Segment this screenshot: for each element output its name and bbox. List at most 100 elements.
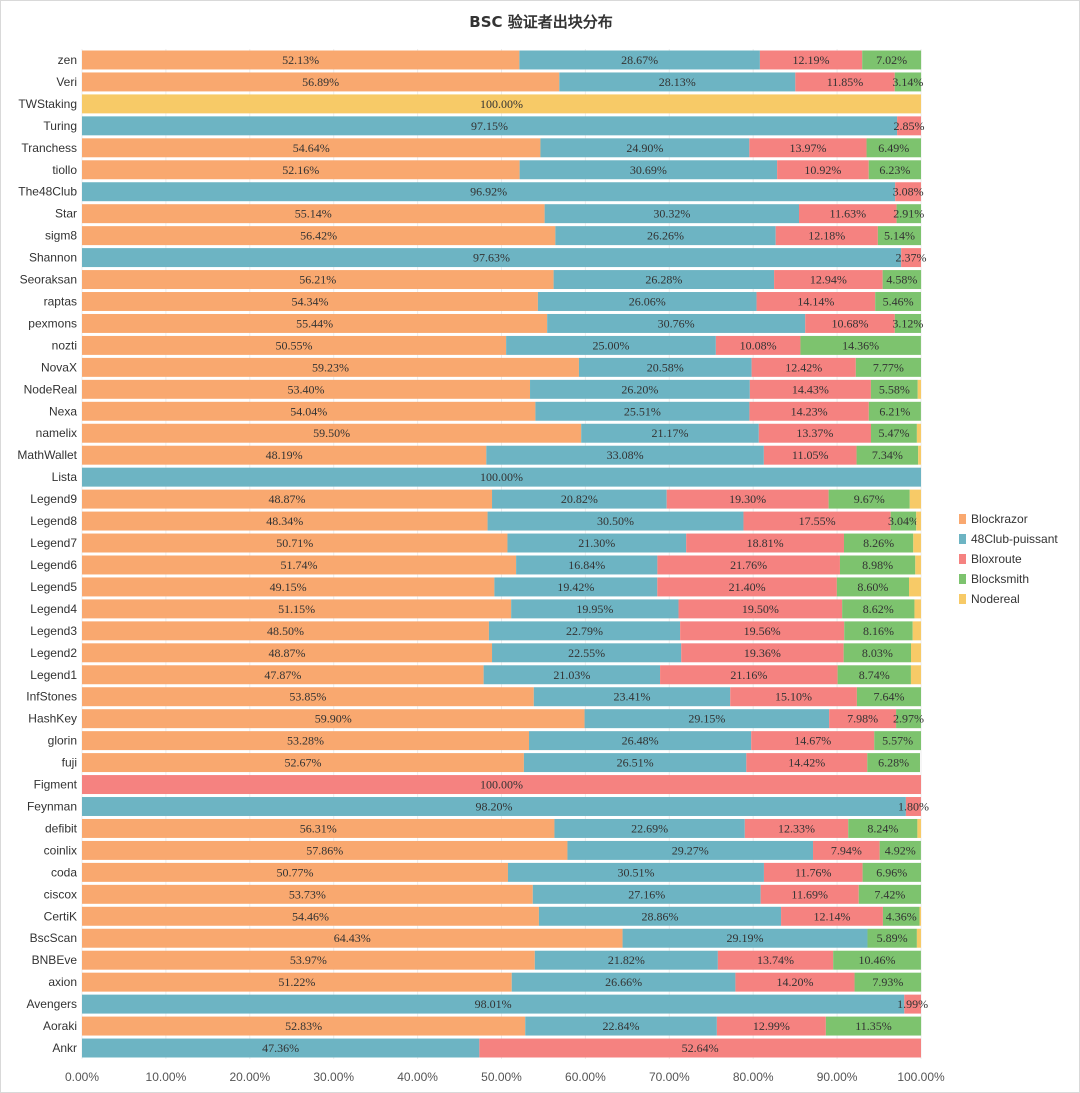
category-label: Ankr [52, 1041, 77, 1055]
legend-swatch [959, 594, 966, 604]
data-label: 28.13% [659, 75, 696, 89]
bar-segment [537, 292, 757, 311]
data-label: 97.63% [473, 251, 510, 265]
data-label: 21.03% [553, 668, 590, 682]
data-label: 47.36% [262, 1041, 299, 1055]
data-label: 8.62% [863, 602, 894, 616]
bar-segment [882, 906, 920, 926]
category-label: Turing [43, 119, 77, 133]
x-tick-label: 10.00% [146, 1070, 187, 1084]
bar-segment [843, 643, 912, 663]
bar-segment [799, 204, 897, 224]
data-label: 49.15% [270, 580, 307, 594]
bar-segment [915, 555, 921, 575]
data-label: 55.44% [296, 316, 333, 330]
bar-segment [82, 621, 489, 641]
bar-segment [516, 555, 658, 575]
bar-segment [82, 511, 488, 531]
bar-segment [897, 116, 921, 136]
data-label: 19.30% [729, 492, 766, 506]
category-label: Legend3 [30, 624, 77, 638]
bar-segment [774, 270, 883, 290]
data-label: 98.20% [475, 800, 512, 814]
data-label: 51.74% [281, 558, 318, 572]
bar-segment [82, 423, 582, 443]
data-label: 21.76% [730, 558, 767, 572]
bar-segment [839, 555, 916, 575]
data-label: 50.77% [276, 865, 313, 879]
data-label: 98.01% [475, 997, 512, 1011]
bar-segment [82, 292, 538, 311]
data-label: 96.92% [470, 185, 507, 199]
bar-segment [751, 357, 856, 377]
bar-segment [487, 511, 744, 531]
legend-label: 48Club-puissant [971, 532, 1058, 546]
data-label: 53.97% [290, 953, 327, 967]
bar-segment [751, 731, 875, 751]
x-tick-label: 0.00% [65, 1070, 99, 1084]
data-label: 7.93% [872, 975, 903, 989]
bar-segment [82, 643, 493, 663]
data-label: 13.37% [796, 426, 833, 440]
bar-segment [781, 906, 883, 926]
bar-segment [82, 687, 534, 707]
category-label: Lista [52, 470, 78, 484]
data-label: 56.42% [300, 229, 337, 243]
bar-segment [534, 950, 718, 970]
x-tick-label: 100.00% [897, 1070, 945, 1084]
data-label: 53.73% [289, 887, 326, 901]
x-tick-label: 60.00% [565, 1070, 606, 1084]
category-label: Figment [34, 778, 78, 792]
data-label: 48.19% [266, 448, 303, 462]
data-label: 47.87% [264, 668, 301, 682]
bar-segment [912, 621, 921, 641]
data-label: 26.20% [621, 382, 658, 396]
bar-segment [749, 401, 869, 421]
data-label: 5.46% [883, 295, 914, 309]
data-label: 13.97% [789, 141, 826, 155]
data-label: 30.76% [658, 316, 695, 330]
data-label: 7.42% [874, 887, 905, 901]
data-label: 48.87% [269, 646, 306, 660]
bar-segment [529, 731, 752, 751]
bar-segment [660, 665, 838, 685]
bar-segment [894, 72, 922, 92]
data-label: 12.14% [813, 909, 850, 923]
data-label: 27.16% [628, 887, 665, 901]
data-label: 29.27% [672, 843, 709, 857]
bar-segment [680, 621, 845, 641]
bar-segment [836, 577, 910, 597]
bar-segment [913, 533, 921, 553]
category-label: Veri [56, 75, 77, 89]
bar-segment [494, 577, 658, 597]
bar-segment [775, 226, 878, 246]
data-label: 55.14% [295, 207, 332, 221]
bar-segment [666, 489, 829, 509]
bar-segment [82, 533, 508, 553]
bar-segment [82, 204, 545, 224]
data-label: 57.86% [306, 843, 343, 857]
bar-segment [862, 50, 922, 70]
data-label: 53.40% [288, 382, 325, 396]
category-label: MathWallet [17, 448, 77, 462]
bar-segment [82, 731, 530, 751]
data-label: 6.49% [878, 141, 909, 155]
legend-label: Blockrazor [971, 512, 1028, 526]
bar-segment [82, 797, 906, 816]
data-label: 28.86% [641, 909, 678, 923]
data-label: 56.21% [299, 273, 336, 287]
bar-segment [506, 335, 716, 355]
bar-segment [82, 818, 555, 838]
bar-segment [540, 138, 750, 158]
bar-segment [82, 313, 548, 333]
data-label: 100.00% [480, 97, 523, 111]
bar-segment [544, 204, 800, 224]
data-label: 30.50% [597, 514, 634, 528]
bar-segment [657, 555, 840, 575]
data-label: 20.82% [561, 492, 598, 506]
bar-segment [919, 906, 921, 926]
bar-segment [82, 1038, 480, 1058]
data-label: 21.82% [608, 953, 645, 967]
data-label: 13.74% [757, 953, 794, 967]
